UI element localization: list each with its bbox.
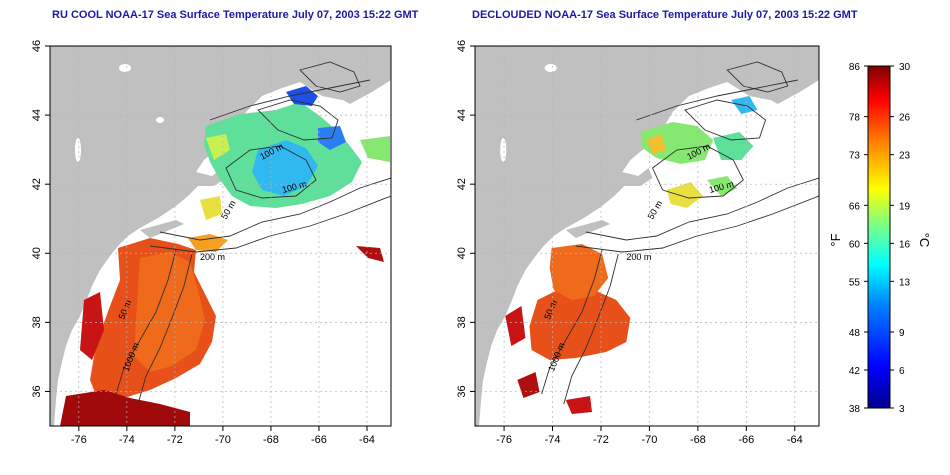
left-map-title: RU COOL NOAA-17 Sea Surface Temperature … (52, 9, 419, 21)
cool-water-patch (640, 122, 714, 164)
lake (75, 138, 81, 162)
map-axes: -76 -74 -72 -70 -68 -66 -64 46 44 42 40 38 36 (31, 40, 375, 446)
y-tick-label: 36 (456, 385, 468, 397)
y-tick-label: 46 (31, 40, 43, 52)
temperature-colorbar: 30 86 26 78 23 73 19 66 16 60 13 55 9 48 6 42 3 38 °F °C (828, 62, 932, 415)
cool-water-patch (360, 136, 390, 162)
bathymetry-contours (541, 61, 819, 405)
colorbar-gradient (867, 65, 891, 409)
celsius-unit-label: °C (917, 233, 932, 248)
x-tick-label: -68 (263, 434, 279, 446)
fahrenheit-tick-label: 48 (849, 328, 861, 339)
lake (544, 64, 557, 72)
fahrenheit-tick-label: 42 (849, 366, 861, 377)
hot-water-patch (80, 292, 104, 360)
land-mass (475, 46, 819, 426)
cold-water-patch (252, 140, 318, 196)
warm-water-patch (134, 252, 205, 372)
y-tick-label: 40 (31, 247, 43, 259)
fahrenheit-tick-label: 86 (849, 62, 861, 73)
x-tick-label: -68 (690, 434, 706, 446)
x-tick-label: -76 (496, 434, 512, 446)
hot-water-patch (505, 306, 526, 346)
long-island-land (140, 220, 184, 238)
hot-water-patch (517, 372, 540, 398)
lake (119, 64, 131, 72)
y-tick-label: 38 (456, 316, 468, 328)
mild-water-patch (206, 134, 230, 160)
lake (156, 117, 164, 123)
y-tick-label: 44 (456, 109, 468, 121)
x-tick-label: -70 (215, 434, 231, 446)
hot-water-patch (356, 246, 384, 262)
x-tick-label: -66 (311, 434, 327, 446)
colorbar-ticks: 30 86 26 78 23 73 19 66 16 60 13 55 9 48 6 42 3 38 (849, 62, 911, 415)
x-tick-label: -72 (593, 434, 609, 446)
x-tick-label: -74 (545, 434, 561, 446)
contour-label: 200 m (200, 252, 225, 262)
x-tick-label: -64 (359, 434, 375, 446)
warm-water-patch (549, 244, 609, 300)
x-tick-label: -72 (167, 434, 183, 446)
bathymetry-contours (115, 61, 391, 405)
x-tick-label: -70 (641, 434, 657, 446)
y-tick-label: 46 (456, 40, 468, 52)
celsius-tick-label: 3 (899, 404, 905, 415)
contour-label: 200 m (626, 252, 651, 262)
y-tick-label: 40 (456, 247, 468, 259)
fahrenheit-tick-label: 78 (849, 113, 861, 124)
y-tick-label: 44 (31, 109, 43, 121)
nova-scotia-land (330, 46, 391, 104)
fahrenheit-tick-label: 55 (849, 277, 861, 288)
x-tick-label: -64 (787, 434, 803, 446)
land-mass (50, 46, 391, 426)
celsius-tick-label: 16 (899, 239, 911, 250)
celsius-tick-label: 19 (899, 201, 911, 212)
lake (500, 138, 507, 162)
right-map-title: DECLOUDED NOAA-17 Sea Surface Temperatur… (472, 9, 858, 21)
warm-water-patch (529, 286, 631, 360)
cape-cod-land (622, 168, 653, 186)
fahrenheit-unit-label: °F (828, 233, 843, 246)
x-tick-label: -74 (119, 434, 135, 446)
map-axes: -76 -74 -72 -70 -68 -66 -64 46 44 42 40 38 36 (456, 40, 803, 446)
right-sst-map: 100 m 100 m 50 m 200 m 50 m 1000 m -76 -7… (456, 40, 820, 446)
moderate-water-patch (188, 234, 228, 252)
celsius-tick-label: 26 (899, 113, 911, 124)
left-sst-map: 100 m 100 m 50 m 200 m 50 m 1000 m -76 -7… (31, 40, 392, 446)
x-tick-label: -66 (738, 434, 754, 446)
celsius-tick-label: 13 (899, 277, 911, 288)
celsius-tick-label: 9 (899, 328, 905, 339)
map-frame (49, 45, 392, 427)
fahrenheit-tick-label: 73 (849, 151, 861, 162)
map-frame (474, 45, 820, 427)
hot-water-patch (565, 396, 593, 414)
celsius-tick-label: 23 (899, 151, 911, 162)
mild-water-patch (646, 134, 667, 154)
y-tick-label: 36 (31, 385, 43, 397)
nova-scotia-land (757, 46, 819, 104)
x-tick-label: -76 (71, 434, 87, 446)
hot-water-patch (60, 390, 190, 426)
fahrenheit-tick-label: 66 (849, 201, 861, 212)
y-tick-label: 42 (456, 178, 468, 190)
fahrenheit-tick-label: 60 (849, 239, 861, 250)
celsius-tick-label: 6 (899, 366, 905, 377)
fahrenheit-tick-label: 38 (849, 404, 861, 415)
long-island-land (565, 220, 611, 238)
celsius-tick-label: 30 (899, 62, 911, 73)
y-tick-label: 42 (31, 178, 43, 190)
y-tick-label: 38 (31, 316, 43, 328)
mild-water-patch (200, 196, 222, 220)
mild-water-patch (666, 182, 703, 208)
